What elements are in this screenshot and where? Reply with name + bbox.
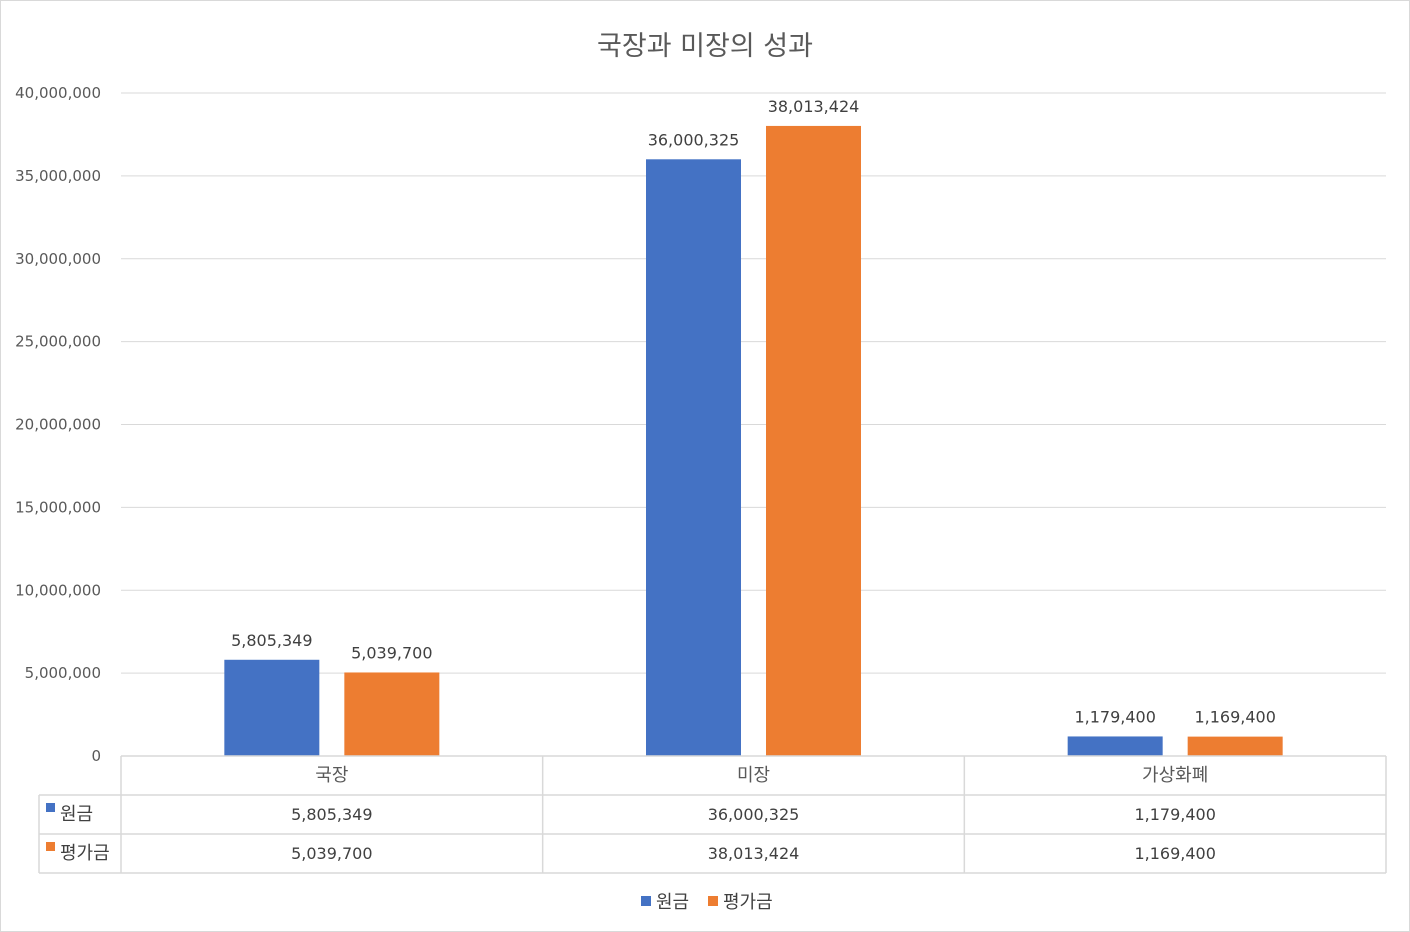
table-cell: 5,805,349 [291, 805, 372, 824]
category-label: 국장 [315, 765, 348, 786]
series-swatch-원금 [46, 803, 55, 812]
category-label: 미장 [737, 765, 770, 786]
bar-평가금-국장 [344, 672, 440, 756]
y-tick-label: 30,000,000 [15, 250, 101, 268]
bar-원금-가상화폐 [1067, 736, 1163, 756]
data-label: 38,013,424 [768, 97, 860, 116]
legend-swatch-원금 [641, 896, 651, 906]
data-label: 1,169,400 [1194, 708, 1275, 727]
y-tick-label: 15,000,000 [15, 498, 101, 516]
table-cell: 36,000,325 [708, 805, 800, 824]
bars [224, 125, 1283, 757]
table-cell: 38,013,424 [708, 844, 800, 863]
y-tick-label: 40,000,000 [15, 84, 101, 102]
y-tick-label: 0 [91, 747, 101, 765]
y-tick-label: 20,000,000 [15, 416, 101, 434]
table-cell: 1,179,400 [1134, 805, 1215, 824]
bar-평가금-가상화폐 [1187, 736, 1283, 756]
series-name: 평가금 [60, 843, 110, 864]
data-labels: 5,805,349 5,039,700 36,000,325 38,013,424 1,… [231, 97, 1276, 727]
data-label: 5,805,349 [231, 631, 312, 650]
table-cell: 5,039,700 [291, 844, 372, 863]
y-tick-label: 35,000,000 [15, 167, 101, 185]
category-label: 가상화폐 [1142, 765, 1208, 786]
data-label: 1,179,400 [1074, 707, 1155, 726]
data-label: 36,000,325 [648, 130, 740, 149]
bar-원금-국장 [224, 659, 320, 756]
y-tick-label: 25,000,000 [15, 333, 101, 351]
chart-title: 국장과 미장의 성과 [597, 31, 813, 62]
bar-원금-미장 [646, 159, 741, 756]
table-cell: 1,169,400 [1134, 844, 1215, 863]
series-name: 원금 [60, 804, 93, 825]
bar-평가금-미장 [766, 125, 861, 757]
gridlines [121, 92, 1386, 674]
legend: 원금 평가금 [641, 892, 773, 913]
legend-label: 평가금 [723, 892, 773, 913]
y-axis-ticks: 0 5,000,000 10,000,000 15,000,000 20,000,000… [15, 84, 101, 765]
data-label: 5,039,700 [351, 643, 432, 662]
series-swatch-평가금 [46, 842, 55, 851]
legend-label: 원금 [656, 892, 689, 913]
y-tick-label: 5,000,000 [25, 664, 101, 682]
legend-swatch-평가금 [708, 896, 718, 906]
y-tick-label: 10,000,000 [15, 581, 101, 599]
